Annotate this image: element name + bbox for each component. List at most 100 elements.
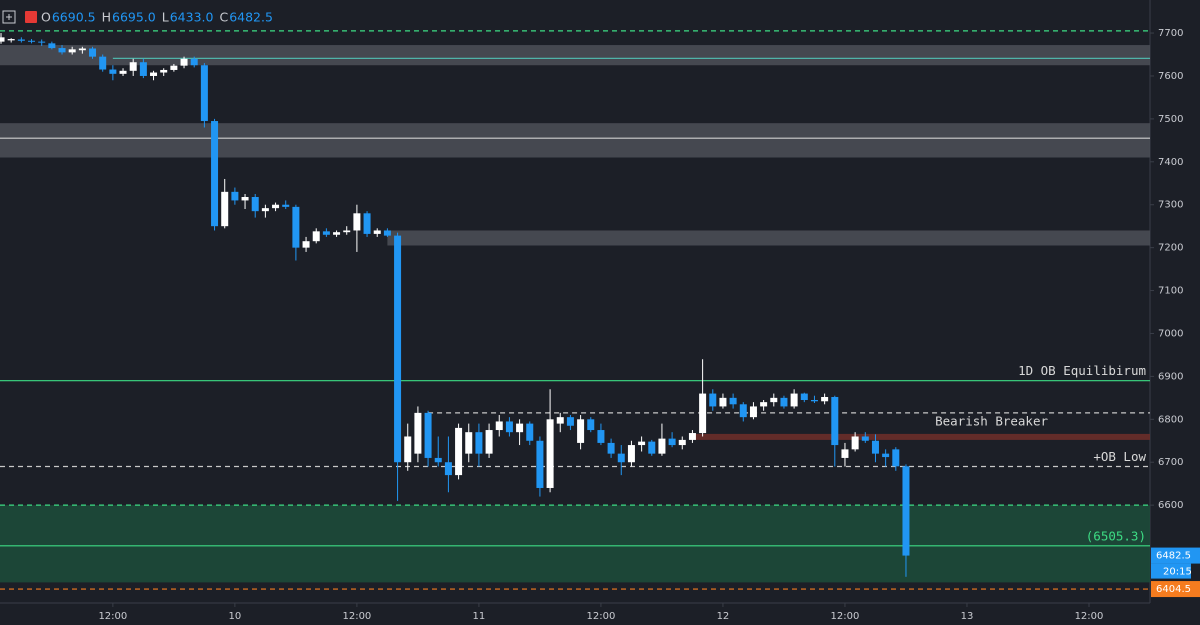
- candle-body: [404, 436, 412, 463]
- candle-body: [7, 39, 15, 41]
- candle-body: [709, 393, 717, 407]
- candle-body: [89, 48, 97, 57]
- candle-body: [241, 196, 249, 201]
- candle-body: [556, 417, 564, 424]
- y-tick-label: 7200: [1158, 243, 1183, 254]
- candle-body: [760, 402, 768, 407]
- candle-body: [434, 457, 442, 463]
- y-tick-label: 7000: [1158, 328, 1183, 339]
- y-tick-label: 6600: [1158, 500, 1183, 511]
- candle-body: [150, 72, 158, 76]
- candle-body: [688, 433, 696, 440]
- candle-body: [68, 49, 76, 53]
- candle-body: [526, 423, 534, 441]
- candle-body: [302, 241, 310, 248]
- candle-body: [668, 438, 676, 446]
- candle-body: [180, 58, 188, 66]
- candle-body: [282, 204, 290, 207]
- candle-body: [821, 396, 829, 402]
- last-price-label: 6482.5: [1156, 551, 1191, 562]
- x-tick-label: 10: [229, 611, 242, 622]
- icon-expand[interactable]: [2, 10, 16, 24]
- zone-label: Bearish Breaker: [935, 413, 1048, 428]
- candle-body: [810, 399, 818, 402]
- candle-body: [648, 441, 656, 454]
- zone: [0, 45, 1150, 66]
- candle-body: [739, 404, 747, 418]
- candle-body: [566, 417, 574, 426]
- y-tick-label: 7500: [1158, 114, 1183, 125]
- axis-level-label: 6404.5: [1156, 584, 1191, 595]
- candle-body: [231, 191, 239, 201]
- candle-body: [455, 427, 463, 476]
- candle-body: [729, 397, 737, 405]
- ohlc-value: 6433.0: [170, 10, 214, 25]
- candle-body: [322, 231, 330, 235]
- candle-body: [505, 421, 513, 433]
- candle-body: [851, 436, 859, 450]
- candle-body: [699, 393, 707, 434]
- level-label: 1D OB Equilibirum: [1018, 363, 1146, 378]
- candle-body: [78, 48, 86, 51]
- candle-body: [109, 69, 117, 74]
- x-tick-label: 13: [961, 611, 974, 622]
- y-tick-label: 6800: [1158, 414, 1183, 425]
- x-tick-label: 12:00: [98, 611, 127, 622]
- candle-body: [424, 412, 432, 458]
- candle-body: [200, 65, 208, 122]
- candle-body: [902, 466, 910, 556]
- candle-body: [17, 39, 25, 41]
- y-tick-label: 7300: [1158, 200, 1183, 211]
- candle-body: [800, 393, 808, 400]
- candle-body: [38, 41, 46, 43]
- candle-body: [882, 453, 890, 458]
- x-tick-label: 12:00: [587, 611, 616, 622]
- price-axis-bg: [1150, 0, 1200, 625]
- candle-body: [0, 37, 5, 42]
- ohlc-label: L: [162, 10, 169, 25]
- candle-body: [658, 438, 666, 454]
- header: [2, 10, 37, 24]
- candle-body: [770, 397, 778, 403]
- candle-body: [353, 213, 361, 231]
- candle-body: [444, 462, 452, 476]
- candle-body: [99, 56, 107, 70]
- candle-body: [160, 69, 168, 73]
- candle-body: [861, 436, 869, 441]
- candle-body: [638, 441, 646, 446]
- y-tick-label: 7600: [1158, 71, 1183, 82]
- candle-body: [749, 406, 757, 418]
- candle-body: [170, 65, 178, 70]
- y-tick-label: 7700: [1158, 28, 1183, 39]
- ohlc-value: 6695.0: [112, 10, 156, 25]
- candle-body: [617, 453, 625, 463]
- candle-body: [516, 423, 524, 433]
- candle-body: [312, 231, 320, 242]
- y-tick-label: 6900: [1158, 371, 1183, 382]
- candle-body: [394, 235, 402, 463]
- candle-body: [221, 191, 229, 227]
- candle-body: [495, 421, 503, 431]
- candle-body: [719, 397, 727, 407]
- candle-body: [333, 232, 341, 235]
- candle-body: [577, 419, 585, 443]
- candle-body: [536, 440, 544, 488]
- candle-body: [58, 48, 66, 53]
- symbol-badge: [25, 11, 37, 23]
- y-tick-label: 6700: [1158, 457, 1183, 468]
- candle-body: [627, 445, 635, 463]
- x-tick-label: 12:00: [1075, 611, 1104, 622]
- candle-body: [261, 208, 269, 212]
- x-tick-label: 12: [717, 611, 730, 622]
- ohlc-value: 6482.5: [229, 10, 273, 25]
- ohlc-label: O: [41, 10, 51, 25]
- zone: [387, 230, 1151, 246]
- candle-body: [485, 430, 493, 454]
- candle-body: [272, 204, 280, 209]
- candle-body: [251, 196, 259, 212]
- ohlc-value: 6690.5: [52, 10, 96, 25]
- countdown-label: 20:15: [1163, 567, 1192, 578]
- candle-body: [607, 442, 615, 454]
- candle-body: [48, 43, 56, 49]
